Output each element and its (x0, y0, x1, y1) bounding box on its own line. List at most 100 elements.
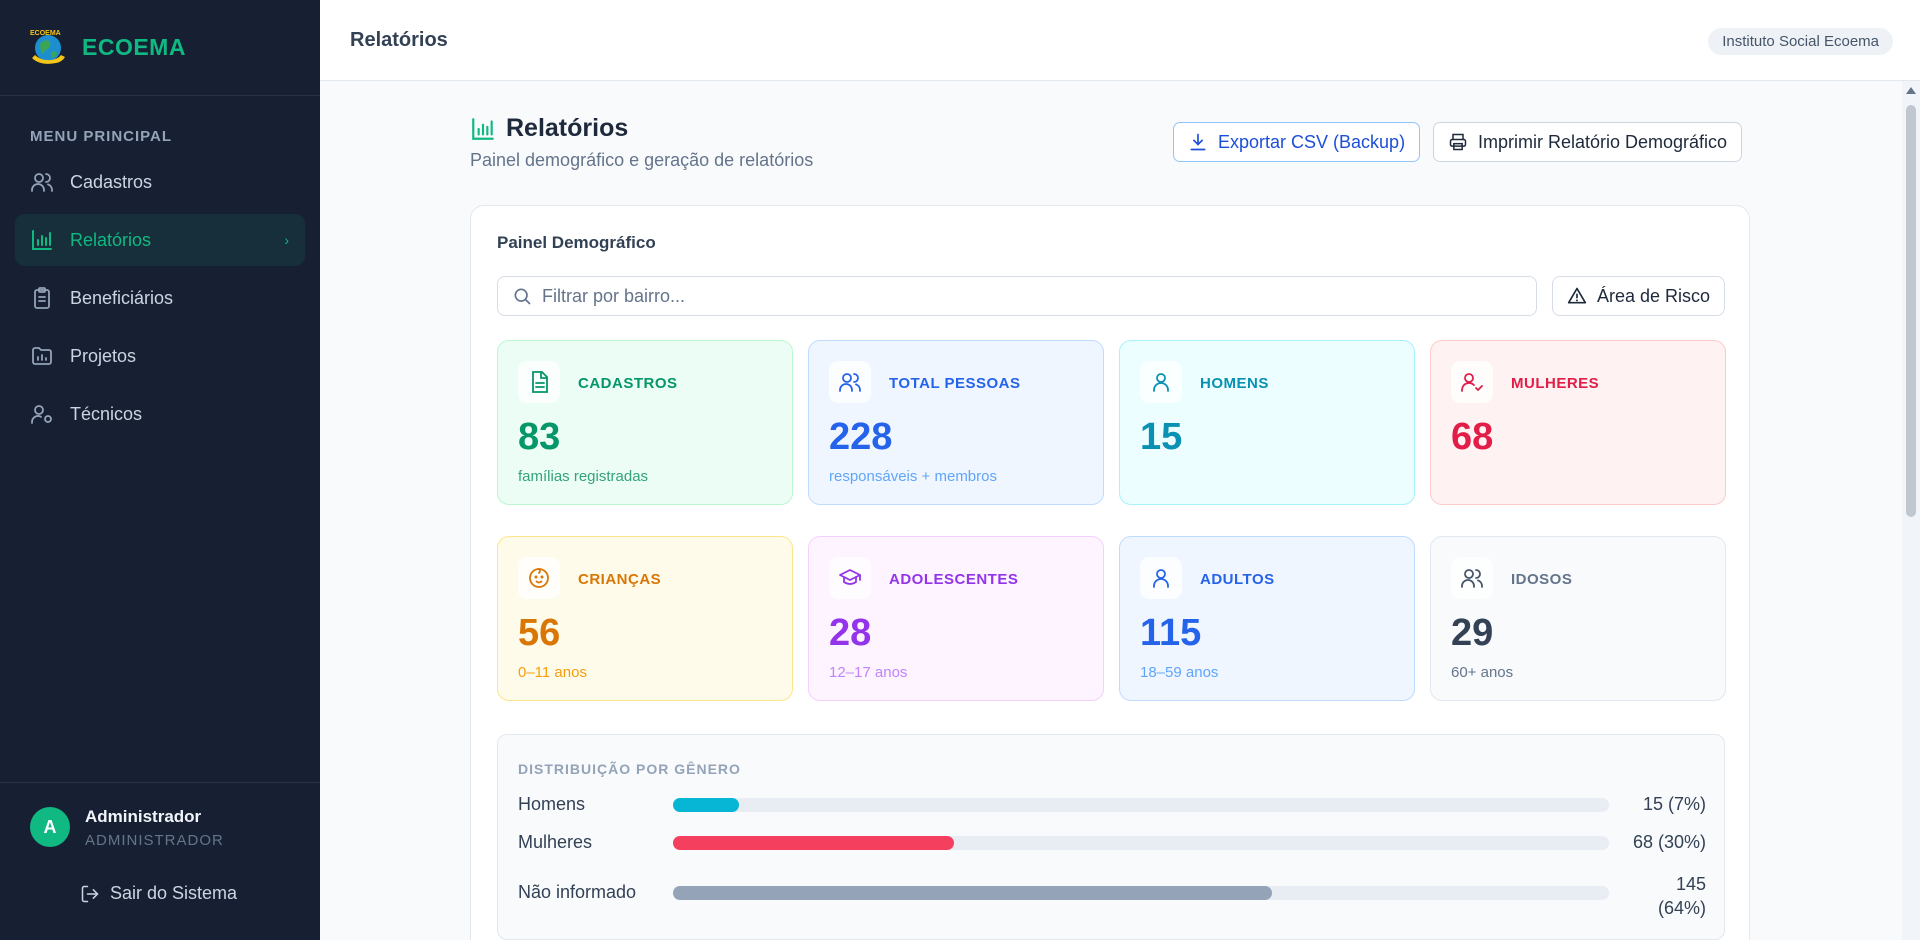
search-icon (514, 288, 531, 305)
user-check-icon (1451, 361, 1493, 403)
logout-icon (81, 885, 99, 902)
sidebar-item-tecnicos[interactable]: Técnicos (15, 388, 305, 440)
stat-sub: 12–17 anos (829, 664, 908, 681)
stat-label: MULHERES (1511, 375, 1600, 392)
gender-row-mulheres: Mulheres 68 (30%) (518, 828, 1706, 858)
stat-label: ADULTOS (1200, 571, 1275, 588)
folder-chart-icon (32, 347, 52, 365)
gender-track (673, 798, 1609, 812)
stat-label: HOMENS (1200, 375, 1269, 392)
brand-name: ECOEMA (82, 34, 186, 60)
logout-button[interactable]: Sair do Sistema (80, 883, 237, 904)
search-input[interactable] (542, 285, 1522, 307)
svg-text:ECOEMA: ECOEMA (30, 30, 61, 37)
topbar-title: Relatórios (350, 29, 448, 51)
gender-distribution: DISTRIBUIÇÃO POR GÊNERO Homens 15 (7%) M… (497, 734, 1725, 940)
stat-criancas: CRIANÇAS 56 0–11 anos (497, 536, 793, 701)
stat-value: 15 (1140, 416, 1183, 458)
sidebar-item-label: Cadastros (70, 171, 153, 192)
stat-sub: 0–11 anos (518, 664, 587, 681)
page-title-text: Relatórios (506, 114, 629, 142)
sidebar-item-projetos[interactable]: Projetos (15, 330, 305, 382)
stat-value: 68 (1451, 416, 1494, 458)
user-box: A Administrador ADMINISTRADOR Sair do Si… (0, 782, 320, 940)
download-icon (1190, 133, 1206, 151)
stat-adultos: ADULTOS 115 18–59 anos (1119, 536, 1415, 701)
warning-icon (1567, 287, 1587, 304)
printer-icon (1449, 133, 1467, 151)
baby-icon (518, 557, 560, 599)
user-icon (1140, 361, 1182, 403)
page-title: Relatórios (470, 114, 628, 143)
topbar: Relatórios Instituto Social Ecoema (320, 0, 1920, 81)
avatar: A (30, 807, 70, 847)
print-label: Imprimir Relatório Demográfico (1478, 131, 1728, 152)
menu-title: MENU PRINCIPAL (30, 128, 173, 145)
stat-sub: 60+ anos (1451, 664, 1514, 681)
risk-label: Área de Risco (1596, 285, 1711, 306)
chevron-right-icon: › (284, 232, 289, 248)
scroll-thumb[interactable] (1906, 105, 1916, 517)
stat-label: IDOSOS (1511, 571, 1573, 588)
sidebar-item-label: Projetos (70, 345, 137, 366)
demographic-panel: Painel Demográfico Área de Risco CADASTR… (470, 205, 1750, 940)
brand[interactable]: ECOEMA ECOEMA (0, 0, 320, 96)
stat-homens: HOMENS 15 (1119, 340, 1415, 505)
print-report-button[interactable]: Imprimir Relatório Demográfico (1433, 122, 1743, 162)
stat-idosos: IDOSOS 29 60+ anos (1430, 536, 1726, 701)
stat-label: CADASTROS (578, 375, 678, 392)
gender-title: DISTRIBUIÇÃO POR GÊNERO (518, 761, 741, 777)
stat-sub: responsáveis + membros (829, 468, 997, 485)
stat-value: 29 (1451, 612, 1494, 654)
page-header: Relatórios Painel demográfico e geração … (470, 110, 1750, 180)
sidebar-item-beneficiarios[interactable]: Beneficiários (15, 272, 305, 324)
neighborhood-search[interactable] (497, 276, 1537, 316)
gender-track (673, 886, 1609, 900)
users-icon (1451, 557, 1493, 599)
sidebar-item-cadastros[interactable]: Cadastros (15, 156, 305, 208)
gender-row-nao-informado: Não informado 145 (64%) (518, 874, 1706, 918)
gender-row-homens: Homens 15 (7%) (518, 790, 1706, 820)
stat-label: ADOLESCENTES (889, 571, 1019, 588)
scroll-up-arrow-icon[interactable] (1906, 87, 1916, 94)
risk-area-button[interactable]: Área de Risco (1552, 276, 1725, 316)
stat-adolescentes: ADOLESCENTES 28 12–17 anos (808, 536, 1104, 701)
graduation-cap-icon (829, 557, 871, 599)
stat-sub: famílias registradas (518, 468, 649, 485)
gender-value: 15 (7%) (1642, 794, 1706, 814)
export-csv-button[interactable]: Exportar CSV (Backup) (1173, 122, 1421, 162)
document-icon (518, 361, 560, 403)
bar-chart-icon (472, 117, 494, 140)
gender-value: 145 (64%) (1657, 874, 1706, 918)
stat-label: TOTAL PESSOAS (889, 375, 1021, 392)
sidebar-menu: Cadastros Relatórios › Beneficiários Pro… (15, 156, 305, 446)
user-gear-icon (31, 405, 52, 424)
user-role: ADMINISTRADOR (85, 832, 224, 849)
gender-bar-fill (673, 836, 954, 850)
user-name: Administrador (85, 807, 202, 826)
sidebar-item-label: Relatórios (70, 229, 152, 250)
gender-bar-fill (673, 886, 1273, 900)
stat-value: 56 (518, 612, 561, 654)
users-icon (829, 361, 871, 403)
gender-label: Mulheres (518, 832, 593, 852)
main-scrollbar[interactable] (1902, 81, 1920, 940)
panel-title: Painel Demográfico (497, 233, 656, 252)
sidebar-item-label: Beneficiários (70, 287, 174, 308)
stat-cadastros: CADASTROS 83 famílias registradas (497, 340, 793, 505)
sidebar: ECOEMA ECOEMA MENU PRINCIPAL Cadastros R… (0, 0, 320, 940)
users-icon (31, 173, 53, 192)
sidebar-item-relatorios[interactable]: Relatórios › (15, 214, 305, 266)
stat-value: 83 (518, 416, 561, 458)
export-label: Exportar CSV (Backup) (1218, 131, 1406, 152)
stat-label: CRIANÇAS (578, 571, 662, 588)
stat-total-pessoas: TOTAL PESSOAS 228 responsáveis + membros (808, 340, 1104, 505)
page-subtitle: Painel demográfico e geração de relatóri… (470, 150, 814, 170)
gender-bar-fill (673, 798, 739, 812)
gender-label: Não informado (518, 882, 637, 902)
gender-track (673, 836, 1609, 850)
org-badge: Instituto Social Ecoema (1708, 28, 1893, 55)
sidebar-item-label: Técnicos (70, 403, 143, 424)
clipboard-icon (34, 287, 50, 309)
bar-chart-icon (32, 230, 52, 250)
